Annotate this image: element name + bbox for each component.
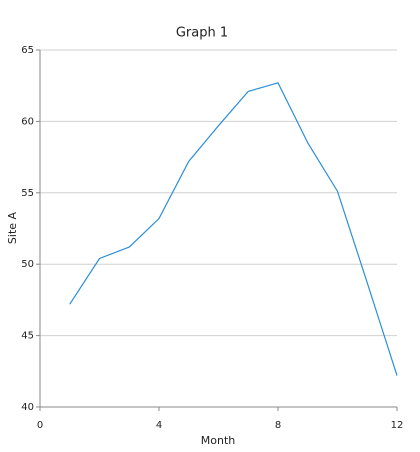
x-tick-label: 4 — [156, 420, 162, 431]
y-tick-label: 65 — [21, 45, 34, 56]
y-axis-label: Site A — [6, 211, 19, 244]
x-tick-label: 0 — [37, 420, 43, 431]
y-tick-label: 60 — [21, 116, 34, 127]
y-tick-label: 50 — [21, 259, 34, 270]
x-axis-label: Month — [201, 434, 236, 447]
y-tick-label: 45 — [21, 331, 34, 342]
x-tick-label: 8 — [275, 420, 281, 431]
chart-title: Graph 1 — [176, 26, 228, 41]
data-line — [69, 82, 398, 376]
y-tick-label: 40 — [21, 402, 34, 413]
y-tick-label: 55 — [21, 188, 34, 199]
x-tick-label: 12 — [391, 420, 404, 431]
